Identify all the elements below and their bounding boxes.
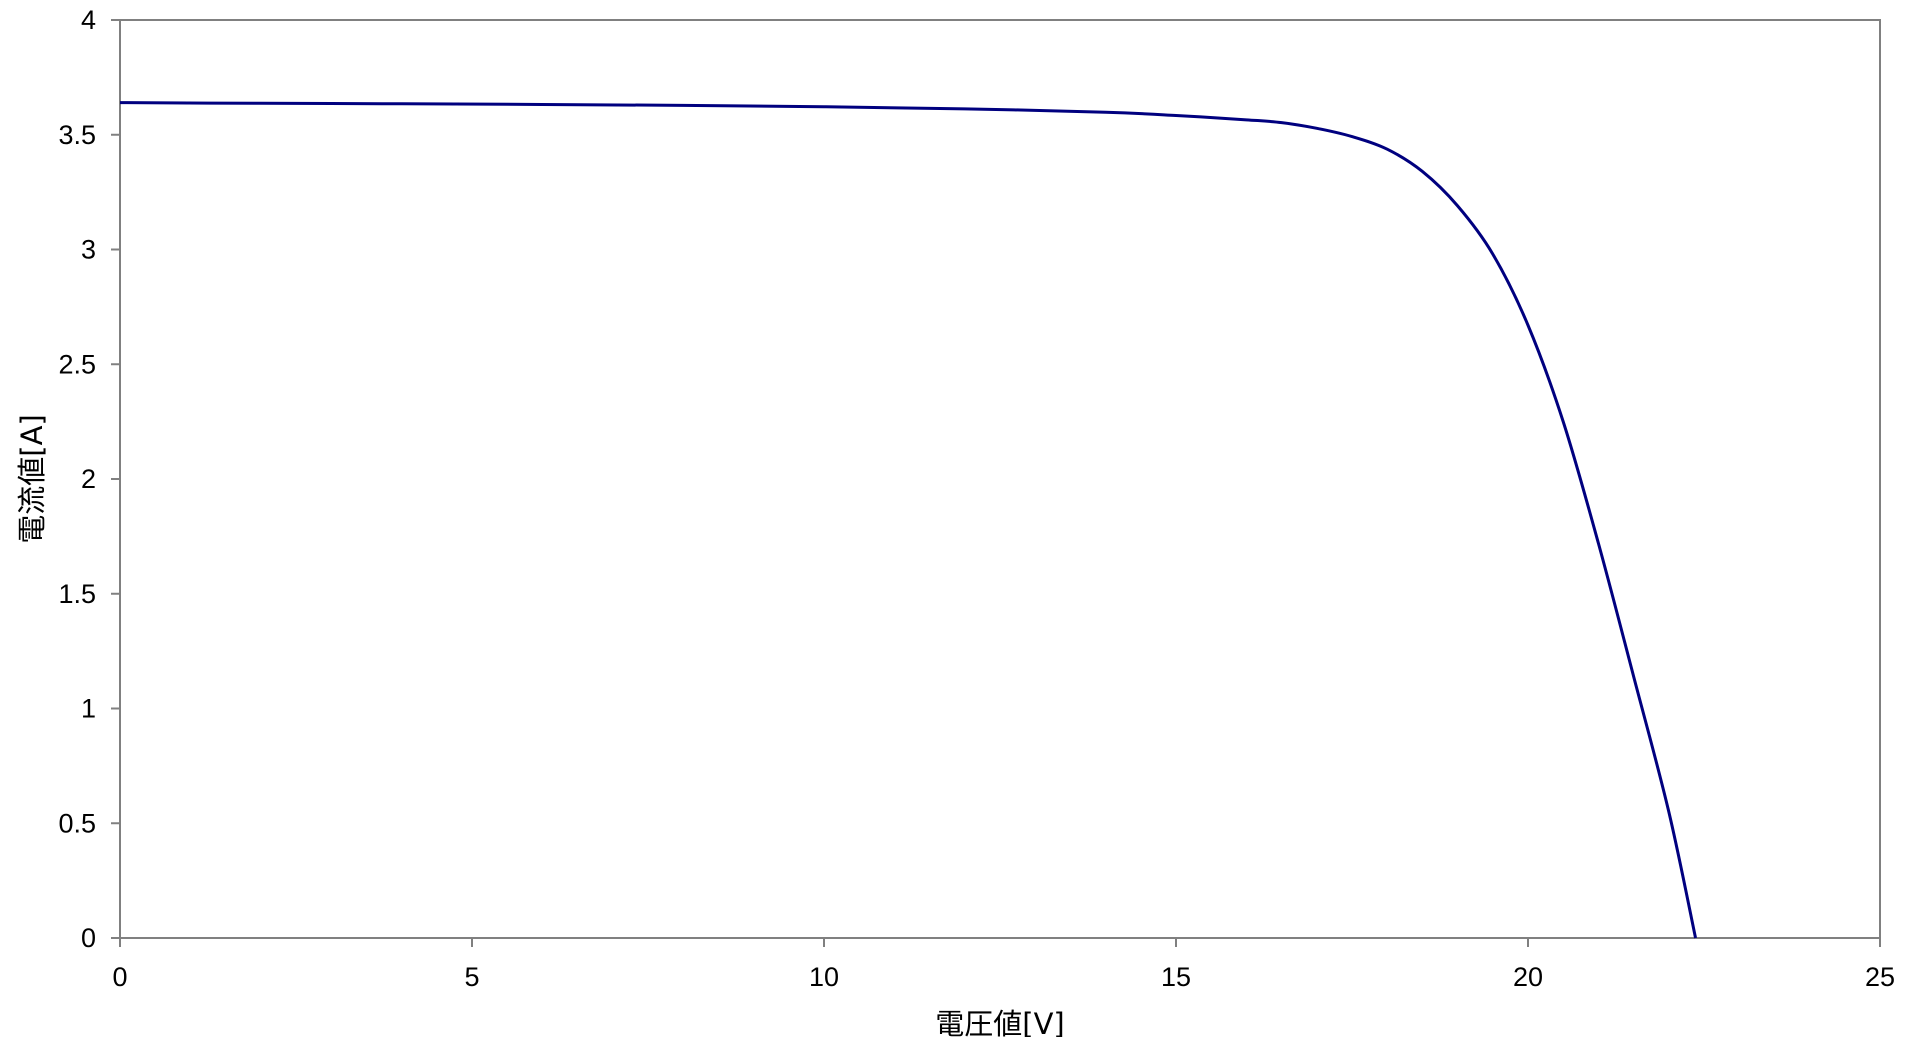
y-tick-label: 3.5: [58, 120, 96, 150]
y-tick-label: 0: [81, 923, 96, 953]
x-axis-ticks: 0 5 10 15 20 25: [112, 938, 1895, 992]
y-tick-label: 2: [81, 464, 96, 494]
plot-area: [119, 19, 1881, 939]
y-tick-label: 1.5: [58, 579, 96, 609]
x-tick-label: 10: [809, 962, 839, 992]
y-axis-ticks: 0 0.5 1 1.5 2 2.5 3 3.5 4: [58, 5, 120, 953]
y-axis-title: 電流値[A]: [15, 414, 49, 543]
series-layer: [119, 101, 1698, 939]
y-tick-label: 2.5: [58, 349, 96, 379]
y-tick-label: 0.5: [58, 808, 96, 838]
x-tick-label: 5: [464, 962, 479, 992]
x-tick-label: 20: [1513, 962, 1543, 992]
y-tick-label: 3: [81, 235, 96, 265]
x-tick-label: 25: [1865, 962, 1895, 992]
series-line-0: [119, 101, 1698, 939]
x-axis-title: 電圧値[V]: [935, 1007, 1064, 1037]
y-tick-label: 1: [81, 694, 96, 724]
y-tick-label: 4: [81, 5, 96, 35]
x-tick-label: 15: [1161, 962, 1191, 992]
x-tick-label: 0: [112, 962, 127, 992]
